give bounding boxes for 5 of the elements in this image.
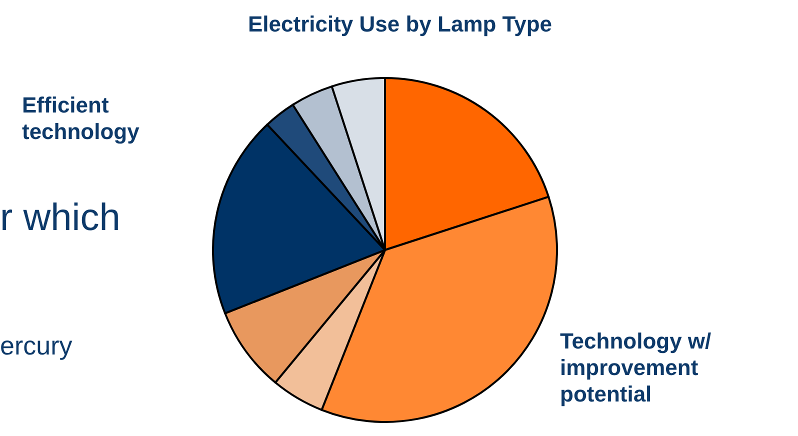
text: Efficient technology [22, 92, 140, 144]
chart-title: Electricity Use by Lamp Type [248, 12, 552, 36]
text: ercury [0, 330, 72, 361]
text: Technology w/ improvement potential [560, 328, 718, 406]
text: r which [0, 196, 120, 239]
